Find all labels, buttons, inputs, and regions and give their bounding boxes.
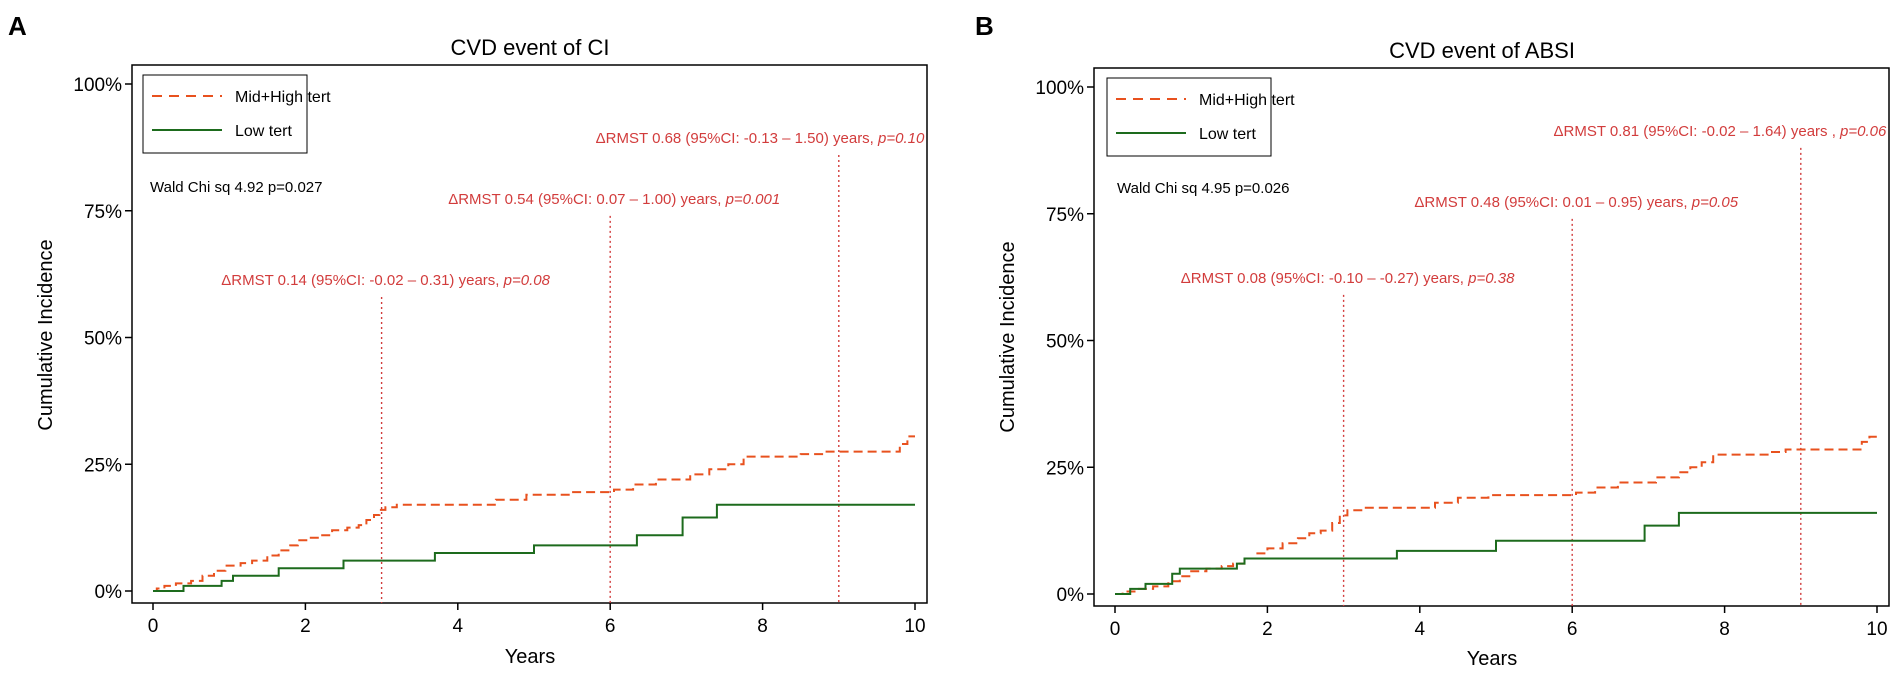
series-mid-high-tert [1115,435,1877,595]
rmst-p-value: p=0.06 [1839,123,1887,140]
legend-box [1106,77,1272,157]
rmst-annotation: ΔRMST 0.08 (95%CI: -0.10 – -0.27) years,… [1181,270,1515,287]
rmst-p-value: p=0.08 [503,272,551,289]
legend-label-mid-high: Mid+High tert [235,89,331,106]
rmst-p-value: p=0.10 [877,130,925,147]
rmst-annotation: ΔRMST 0.14 (95%CI: -0.02 – 0.31) years, … [221,272,550,289]
legend-label-low: Low tert [1199,126,1256,143]
plot-frame [131,64,928,604]
rmst-label: ΔRMST 0.68 (95%CI: -0.13 – 1.50) years, [596,130,878,147]
x-tick-label: 0 [1110,619,1121,640]
x-tick-label: 10 [904,616,925,637]
y-tick-label: 75% [1046,205,1084,226]
chart-a-svg: A CVD event of CI 0 2 4 6 8 100%25%50%75%100%… [8,11,928,668]
y-tick-label: 0% [1057,585,1085,606]
y-tick-label: 50% [1046,332,1084,353]
legend-box [142,74,308,154]
series-low-tert [153,503,915,592]
rmst-p-value: p=0.38 [1467,270,1515,287]
x-tick-label: 2 [1262,619,1273,640]
rmst-label: ΔRMST 0.81 (95%CI: -0.02 – 1.64) years , [1554,123,1841,140]
x-tick-label: 4 [453,616,464,637]
x-tick-label: 8 [757,616,768,637]
rmst-p-value: p=0.05 [1691,194,1739,211]
x-tick-label: 0 [148,616,159,637]
legend-label-low: Low tert [235,123,292,140]
x-axis-label: Years [1467,648,1517,670]
x-tick-label: 8 [1719,619,1730,640]
chart-title: CVD event of CI [451,35,610,60]
series-low-tert [1115,511,1877,595]
chart-b-svg: B CVD event of ABSI 0 2 4 6 8 100%25%50%75%10… [975,11,1890,670]
rmst-label: ΔRMST 0.14 (95%CI: -0.02 – 0.31) years, [221,272,503,289]
axis-group: 0 2 4 6 8 100%25%50%75%100% [1035,78,1887,640]
x-tick-label: 10 [1866,619,1887,640]
rmst-p-value: p=0.001 [725,191,781,208]
rmst-label: ΔRMST 0.08 (95%CI: -0.10 – -0.27) years, [1181,270,1468,287]
series-mid-high-tert [153,435,915,592]
rmst-label: ΔRMST 0.48 (95%CI: 0.01 – 0.95) years, [1414,194,1691,211]
y-axis-label: Cumulative Incidence [997,241,1019,432]
rmst-annotation: ΔRMST 0.68 (95%CI: -0.13 – 1.50) years, … [596,130,925,147]
y-tick-label: 50% [84,329,122,350]
y-tick-label: 100% [73,75,122,96]
rmst-group: ΔRMST 0.08 (95%CI: -0.10 – -0.27) years,… [1181,123,1887,606]
y-tick-label: 0% [95,582,123,603]
x-tick-label: 6 [605,616,616,637]
x-tick-label: 6 [1567,619,1578,640]
rmst-label: ΔRMST 0.54 (95%CI: 0.07 – 1.00) years, [448,191,725,208]
chart-title: CVD event of ABSI [1389,38,1575,63]
stat-text: Wald Chi sq 4.95 p=0.026 [1117,180,1289,197]
x-axis-label: Years [505,646,555,668]
rmst-annotation: ΔRMST 0.48 (95%CI: 0.01 – 0.95) years, p… [1414,194,1738,211]
series-group [153,435,915,592]
x-tick-label: 2 [300,616,311,637]
axis-group: 0 2 4 6 8 100%25%50%75%100% [73,75,925,637]
panel-b: B CVD event of ABSI 0 2 4 6 8 10 0% 25% 50% 75% 10… [952,0,1904,671]
panel-label: A [8,11,27,41]
plot-frame [1093,67,1890,607]
legend-label-mid-high: Mid+High tert [1199,92,1295,109]
y-tick-label: 100% [1035,78,1084,99]
panel-label: B [975,11,994,41]
y-tick-label: 25% [84,455,122,476]
rmst-annotation: ΔRMST 0.54 (95%CI: 0.07 – 1.00) years, p… [448,191,780,208]
y-axis-label: Cumulative Incidence [35,239,57,430]
rmst-annotation: ΔRMST 0.81 (95%CI: -0.02 – 1.64) years ,… [1554,123,1887,140]
series-group [1115,435,1877,595]
x-tick-label: 4 [1415,619,1426,640]
legend: Mid+High tert Low tert [142,74,331,154]
y-tick-label: 25% [1046,458,1084,479]
y-tick-label: 75% [84,202,122,223]
panel-a: A CVD event of CI 0 2 4 6 8 10 0% 25% 50% 75% 100%… [0,0,952,671]
rmst-group: ΔRMST 0.14 (95%CI: -0.02 – 0.31) years, … [221,130,925,603]
stat-text: Wald Chi sq 4.92 p=0.027 [150,179,322,196]
legend: Mid+High tert Low tert [1106,77,1295,157]
